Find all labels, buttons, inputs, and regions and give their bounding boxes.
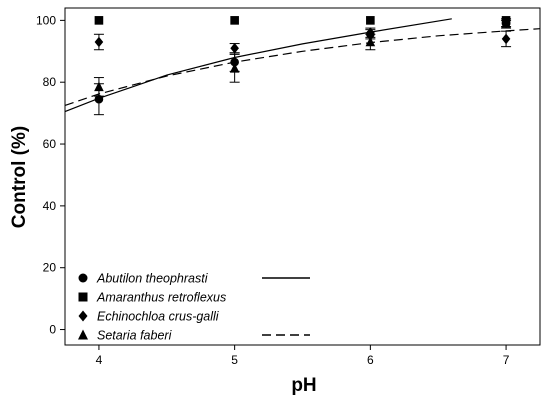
- series-2-point: [94, 36, 104, 48]
- series-3-point: [501, 18, 511, 28]
- legend-marker-0: [78, 273, 88, 283]
- legend-marker-3: [78, 329, 88, 340]
- x-tick-label: 5: [231, 353, 238, 367]
- series-2-point: [230, 42, 239, 54]
- x-tick-label: 6: [367, 353, 374, 367]
- series-3-point: [94, 81, 104, 92]
- y-tick-label: 100: [36, 13, 56, 27]
- legend-marker-1: [78, 292, 88, 302]
- series-1-point: [230, 16, 239, 25]
- series-0-fit-line: [64, 18, 452, 113]
- y-axis-title: Control (%): [9, 126, 30, 228]
- legend-label-1: Amaranthus retroflexus: [96, 291, 226, 305]
- series-0-point: [94, 94, 104, 104]
- plot-frame: [64, 7, 541, 346]
- legend: Abutilon theophrasti Amaranthus retroflex…: [78, 272, 310, 343]
- series-2-point: [501, 33, 511, 45]
- plot-area: 0 20 40 60 80 100 4 5 6 7: [36, 7, 541, 367]
- series-3-fit-line: [64, 28, 541, 106]
- y-tick-label: 60: [43, 137, 57, 151]
- legend-label-3: Setaria faberi: [97, 329, 173, 343]
- series-2-point: [366, 27, 375, 39]
- y-tick-label: 0: [49, 323, 56, 337]
- series-3-point: [365, 36, 376, 47]
- y-tick-label: 40: [43, 199, 57, 213]
- series-3-point: [229, 62, 240, 73]
- legend-label-0: Abutilon theophrasti: [96, 272, 209, 286]
- y-tick-label: 80: [43, 75, 57, 89]
- series-1-point: [366, 16, 375, 25]
- legend-marker-2: [78, 310, 88, 322]
- series-1-point: [94, 16, 104, 25]
- x-tick-label: 4: [96, 353, 103, 367]
- y-tick-label: 20: [43, 261, 57, 275]
- x-axis-title: pH: [291, 375, 316, 396]
- legend-label-2: Echinochloa crus-galli: [97, 310, 220, 324]
- x-tick-label: 7: [503, 353, 510, 367]
